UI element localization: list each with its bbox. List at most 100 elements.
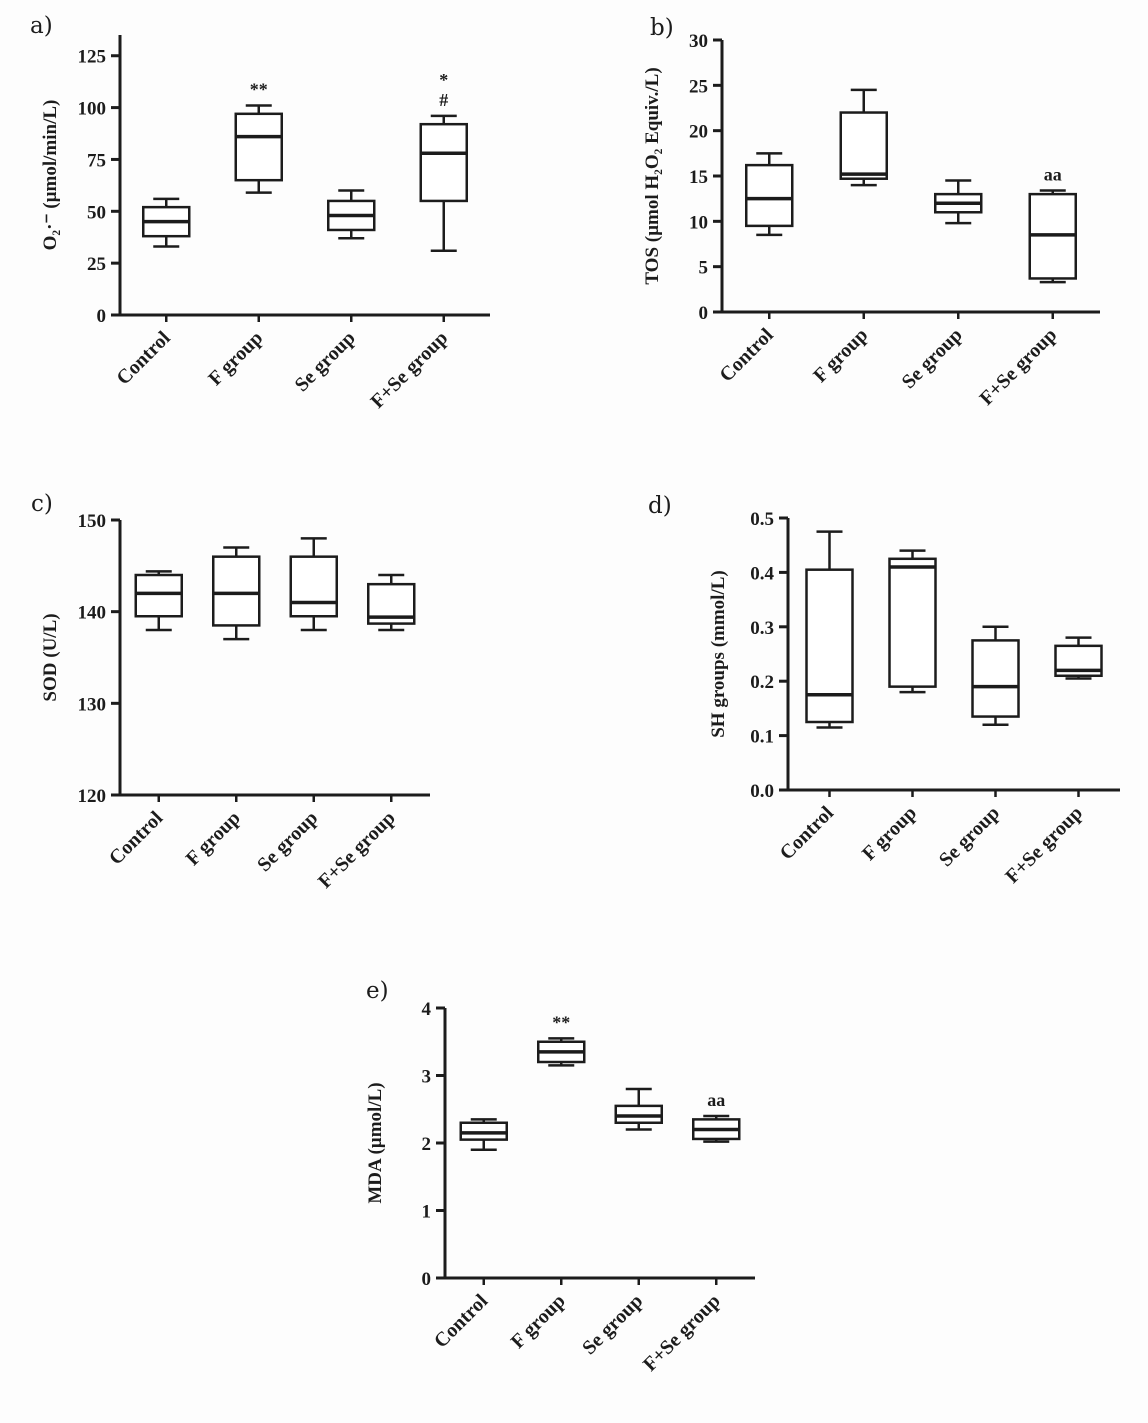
x-category-label: F+Se group xyxy=(639,1290,725,1376)
x-category-label: F+Se group xyxy=(314,807,400,893)
box-rect xyxy=(888,557,937,688)
box-rect xyxy=(971,639,1020,718)
panel-letter-c: c) xyxy=(31,491,53,517)
box-plot xyxy=(327,189,376,240)
box-rect xyxy=(419,122,468,203)
y-tick-label: 10 xyxy=(689,212,708,233)
x-category-label: F group xyxy=(204,327,267,390)
y-axis-label: TOS (µmol H₂O₂ Equiv./L) xyxy=(645,67,663,284)
panel-letter-a: a) xyxy=(30,13,53,39)
panel-letter-e: e) xyxy=(366,978,389,1004)
box-plot xyxy=(839,88,888,187)
boxplot-chart-a: 0 25 50 75 100 125 O₂·⁻ (µmol/min/L) Control F g… xyxy=(20,5,580,473)
y-axis-label: MDA (µmol/L) xyxy=(365,1082,386,1203)
panel-b: b) 0 5 10 15 20 25 30 TOS (µmol H₂O₂ Equiv./L) C… xyxy=(645,5,1145,473)
x-category-label: F+Se group xyxy=(366,327,452,413)
box-rect xyxy=(805,568,854,724)
x-category-label: Se group xyxy=(253,807,322,876)
panel-letter-b: b) xyxy=(650,15,674,41)
y-tick-label: 0.0 xyxy=(750,781,774,802)
y-tick-label: 100 xyxy=(78,99,107,120)
boxplot-chart-d: 0.0 0.1 0.2 0.3 0.4 0.5 SH groups (mmol/L) Cont… xyxy=(630,485,1146,921)
box-plot xyxy=(614,1087,663,1131)
x-category-label: Se group xyxy=(578,1290,647,1359)
x-category-label: F+Se group xyxy=(975,324,1061,410)
boxplot-svg-d: 0.0 0.1 0.2 0.3 0.4 0.5 SH groups (mmol/L) Cont… xyxy=(708,509,1120,888)
y-tick-label: 25 xyxy=(689,76,708,97)
axes xyxy=(118,35,490,317)
y-tick-label: 2 xyxy=(422,1134,432,1155)
box-plot xyxy=(805,530,854,729)
box-plot xyxy=(212,546,261,641)
panel-c: c) 120 130 140 150 SOD (U/L) Control F group Se… xyxy=(20,485,580,917)
x-category-label: F group xyxy=(507,1290,570,1353)
y-axis-label: O₂·⁻ (µmol/min/L) xyxy=(40,100,61,251)
x-category-label: F group xyxy=(858,802,921,865)
x-category-label: Control xyxy=(715,324,778,387)
box-plot xyxy=(1054,636,1103,680)
axes xyxy=(786,518,1120,792)
x-category-label: Se group xyxy=(291,327,360,396)
significance-annotation: aa xyxy=(1044,165,1062,185)
x-category-label: F+Se group xyxy=(1001,802,1087,888)
y-tick-label: 30 xyxy=(689,31,708,52)
y-tick-label: 3 xyxy=(422,1067,432,1088)
boxplot-chart-c: 120 130 140 150 SOD (U/L) Control F group Se gr… xyxy=(20,485,580,917)
box-plot xyxy=(888,549,937,694)
box-plot xyxy=(934,179,983,225)
y-tick-label: 0 xyxy=(422,1269,432,1290)
box-plot xyxy=(367,573,416,632)
y-tick-label: 1 xyxy=(422,1202,432,1223)
box-plot xyxy=(419,114,468,252)
panel-letter-d: d) xyxy=(648,493,672,519)
box-plot xyxy=(692,1114,741,1143)
box-plot xyxy=(971,625,1020,726)
significance-annotation: ** xyxy=(552,1012,570,1032)
boxplot-svg-a: 0 25 50 75 100 125 O₂·⁻ (µmol/min/L) Control F g… xyxy=(40,35,490,413)
x-category-label: Control xyxy=(430,1290,493,1353)
box-rect xyxy=(839,111,888,180)
y-tick-label: 0 xyxy=(699,303,709,324)
box-rect xyxy=(134,573,183,618)
significance-annotation: ** xyxy=(250,80,268,100)
panel-a: a) 0 25 50 75 100 125 O₂·⁻ (µmol/min/L) Control… xyxy=(20,5,580,473)
y-tick-label: 75 xyxy=(87,150,106,171)
y-tick-label: 140 xyxy=(78,603,107,624)
x-category-label: F group xyxy=(809,324,872,387)
y-tick-label: 0.2 xyxy=(750,672,774,693)
y-tick-label: 0.1 xyxy=(750,727,774,748)
box-plot xyxy=(142,197,191,248)
boxplot-chart-e: 0 1 2 3 4 MDA (µmol/L) Control F group Se group F… xyxy=(350,968,782,1420)
y-tick-label: 0.3 xyxy=(750,618,774,639)
y-axis-label: SH groups (mmol/L) xyxy=(708,570,729,738)
x-category-label: Control xyxy=(776,802,839,865)
axes xyxy=(118,520,430,797)
x-category-label: F group xyxy=(182,807,245,870)
box-rect xyxy=(289,555,338,618)
boxplot-svg-e: 0 1 2 3 4 MDA (µmol/L) Control F group Se groupF… xyxy=(365,999,755,1376)
y-tick-label: 25 xyxy=(87,254,106,275)
box-plot xyxy=(289,537,338,632)
box-plot xyxy=(537,1037,586,1067)
box-plot xyxy=(134,570,183,632)
y-tick-label: 0.5 xyxy=(750,509,774,530)
y-tick-label: 5 xyxy=(699,258,709,279)
y-tick-label: 4 xyxy=(422,999,432,1020)
box-plot xyxy=(459,1118,508,1151)
boxplot-svg-b: 0 5 10 15 20 25 30 TOS (µmol H₂O₂ Equiv./L) Cont… xyxy=(645,31,1100,410)
box-plot xyxy=(234,104,283,194)
axes xyxy=(443,1008,755,1280)
significance-annotation: aa xyxy=(707,1090,725,1110)
boxplot-chart-b: 0 5 10 15 20 25 30 TOS (µmol H₂O₂ Equiv./L) Cont… xyxy=(645,5,1145,473)
y-tick-label: 150 xyxy=(78,511,107,532)
significance-annotation: # xyxy=(439,90,448,110)
y-tick-label: 0.4 xyxy=(750,563,774,584)
y-tick-label: 15 xyxy=(689,167,708,188)
y-tick-label: 120 xyxy=(78,786,107,807)
x-category-label: Se group xyxy=(898,324,967,393)
x-category-label: Control xyxy=(112,327,175,390)
panel-e: e) 0 1 2 3 4 MDA (µmol/L) Control F group Se gro… xyxy=(350,968,782,1420)
y-tick-label: 50 xyxy=(87,202,106,223)
box-rect xyxy=(745,163,794,228)
